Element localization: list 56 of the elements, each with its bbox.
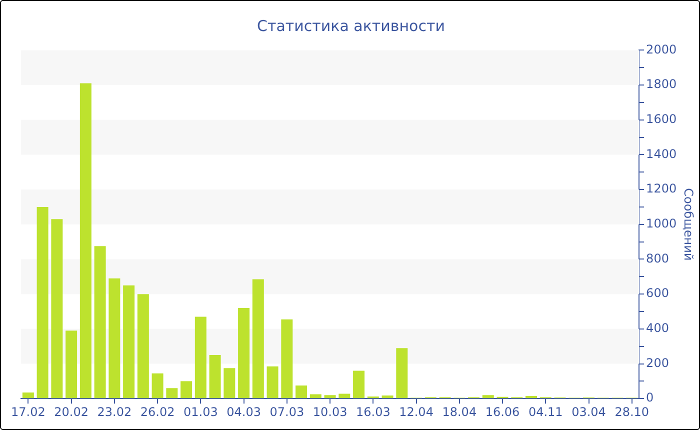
x-tick-label: 10.03 <box>312 404 348 419</box>
x-tick-label: 04.03 <box>226 404 261 419</box>
bar <box>137 294 149 398</box>
y-tick-label: 400 <box>646 321 669 336</box>
y-tick-label: 1600 <box>646 112 677 126</box>
bar <box>123 285 135 398</box>
bar <box>80 83 92 398</box>
bar <box>152 373 164 398</box>
bar <box>209 355 221 398</box>
y-axis-title: Сообщений <box>682 188 696 261</box>
chart-title: Статистика активности <box>256 17 446 35</box>
bar <box>51 219 63 398</box>
bar <box>482 395 494 398</box>
x-tick-label: 01.03 <box>183 404 218 419</box>
y-tick-label: 0 <box>646 390 654 405</box>
bar <box>281 319 293 398</box>
x-tick-label: 26.02 <box>140 404 175 419</box>
y-tick-label: 1800 <box>646 77 677 92</box>
x-tick-label: 18.04 <box>442 404 477 419</box>
x-tick-label: 04.11 <box>528 404 563 419</box>
x-tick-label: 17.02 <box>11 404 46 419</box>
x-tick-label: 20.02 <box>54 404 88 419</box>
x-tick-label: 07.03 <box>270 404 304 419</box>
bar <box>166 388 178 398</box>
y-tick-label: 2000 <box>646 42 677 56</box>
x-tick-label: 12.04 <box>399 404 434 419</box>
bar <box>382 395 394 398</box>
bar <box>252 279 264 398</box>
bar <box>108 278 120 398</box>
bar <box>296 386 308 398</box>
x-tick-label: 03.04 <box>572 404 606 419</box>
y-tick-label: 1000 <box>646 216 677 231</box>
bar <box>66 330 78 398</box>
bar <box>266 366 278 398</box>
bar <box>94 246 106 398</box>
x-tick-label: 16.06 <box>485 404 520 419</box>
bar <box>338 394 350 398</box>
bar <box>224 368 236 398</box>
bar <box>324 395 336 398</box>
y-tick-label: 1200 <box>646 182 677 196</box>
x-tick-label: 28.10 <box>614 404 650 419</box>
y-tick-label: 200 <box>646 356 669 370</box>
x-tick-label: 16.03 <box>356 404 390 419</box>
bar <box>310 394 322 398</box>
bar <box>353 370 365 398</box>
bar <box>36 206 48 398</box>
bar <box>396 348 408 398</box>
bar <box>238 308 250 398</box>
bar <box>526 396 538 398</box>
y-tick-label: 600 <box>646 286 669 300</box>
y-tick-label: 1400 <box>646 146 677 161</box>
y-tick-label: 800 <box>646 251 669 266</box>
bar <box>194 316 206 398</box>
bar <box>180 381 192 398</box>
bar <box>22 392 34 398</box>
x-tick-label: 23.02 <box>97 404 132 419</box>
